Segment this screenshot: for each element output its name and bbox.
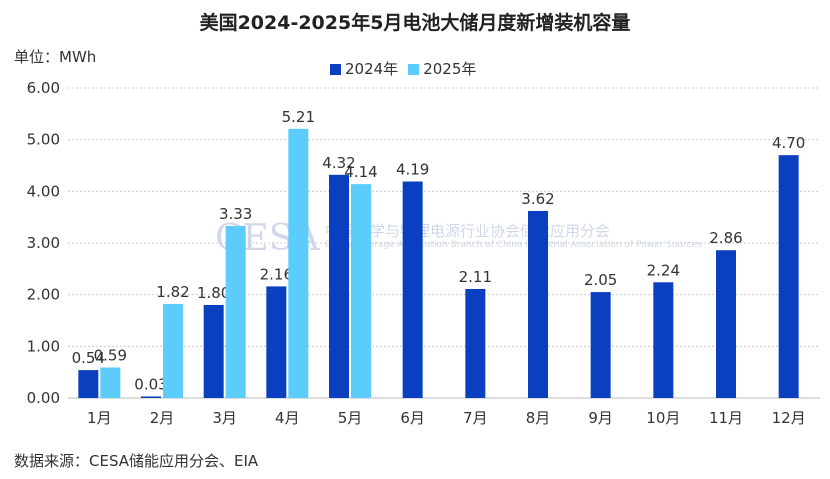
source-note: 数据来源：CESA储能应用分会、EIA [14, 452, 259, 470]
x-tick-label: 11月 [709, 409, 743, 427]
legend-item-2025: 2025年 [408, 58, 476, 79]
data-label: 2.11 [459, 268, 492, 286]
bar [716, 250, 736, 398]
legend: 2024年 2025年 [330, 58, 476, 79]
legend-item-2024: 2024年 [330, 58, 398, 79]
data-label: 3.62 [521, 190, 554, 208]
legend-swatch [408, 64, 420, 75]
x-tick-label: 5月 [338, 409, 363, 427]
bar [203, 305, 224, 398]
y-tick-label: 3.00 [27, 234, 60, 252]
bar [100, 367, 121, 398]
bar [590, 292, 611, 398]
data-label: 2.16 [260, 265, 293, 283]
x-tick-label: 7月 [463, 409, 488, 427]
x-tick-label: 4月 [275, 409, 300, 427]
y-tick-label: 2.00 [27, 286, 60, 304]
y-tick-label: 1.00 [27, 337, 60, 355]
legend-label: 2025年 [423, 60, 477, 78]
bar [266, 286, 287, 398]
data-label: 0.03 [134, 375, 167, 393]
y-tick-label: 5.00 [27, 131, 60, 149]
y-tick-label: 4.00 [27, 182, 60, 200]
x-tick-label: 2月 [150, 409, 175, 427]
data-label: 5.21 [282, 108, 315, 126]
x-tick-label: 12月 [772, 409, 806, 427]
bar [141, 396, 161, 398]
bar [163, 303, 183, 398]
data-label: 1.82 [156, 283, 189, 301]
data-label: 4.70 [772, 134, 805, 152]
data-label: 4.32 [322, 154, 355, 172]
bar [778, 155, 799, 398]
y-unit-label: 单位：MWh [14, 48, 97, 66]
x-tick-label: 1月 [87, 409, 112, 427]
watermark-en: Energy Storage Application Branch of Chi… [325, 240, 702, 250]
data-label: 0.59 [94, 347, 127, 365]
legend-swatch [330, 64, 341, 75]
bar [225, 225, 246, 398]
bar [329, 174, 349, 398]
x-tick-label: 9月 [588, 409, 613, 427]
bar [351, 184, 371, 398]
chart-title: 美国2024-2025年5月电池大储月度新增装机容量 [199, 12, 631, 34]
data-label: 2.05 [584, 271, 617, 289]
y-tick-label: 6.00 [27, 79, 60, 97]
x-tick-label: 6月 [400, 409, 425, 427]
x-tick-label: 8月 [526, 409, 551, 427]
legend-label: 2024年 [345, 60, 399, 78]
data-label: 1.80 [197, 284, 230, 302]
x-tick-label: 3月 [212, 409, 237, 427]
data-label: 0.54 [72, 349, 105, 367]
data-label: 2.86 [709, 229, 742, 247]
bar [288, 128, 309, 399]
data-label: 2.24 [647, 261, 680, 279]
x-tick-label: 10月 [646, 409, 680, 427]
bar [402, 181, 423, 398]
bar [465, 288, 486, 398]
data-label: 4.14 [344, 163, 377, 181]
data-label: 4.19 [396, 161, 429, 179]
data-label: 3.33 [219, 205, 252, 223]
bar [653, 282, 674, 398]
y-tick-label: 0.00 [27, 389, 60, 407]
bar [528, 210, 548, 398]
bar [78, 370, 99, 398]
